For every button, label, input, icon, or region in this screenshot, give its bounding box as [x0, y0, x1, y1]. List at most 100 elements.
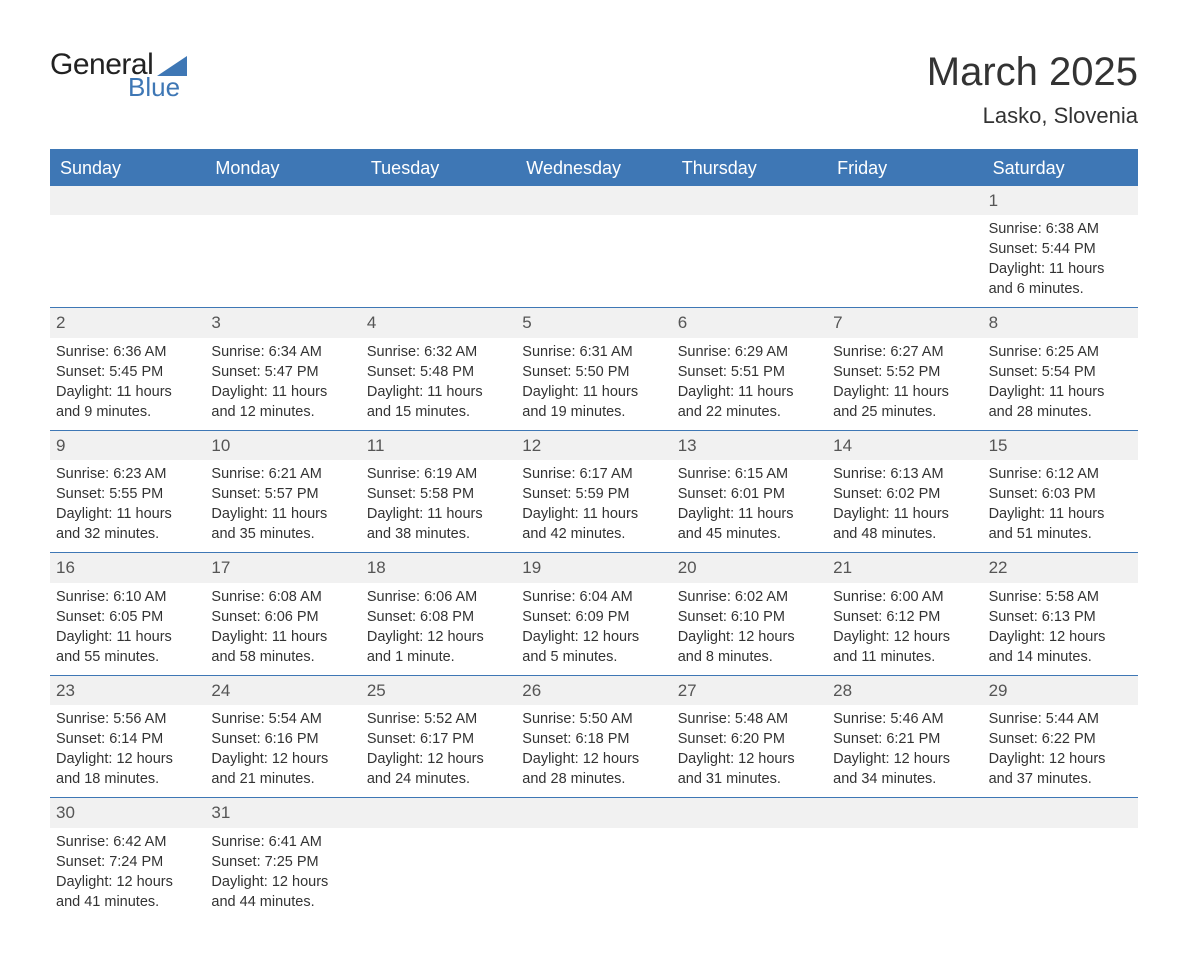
sunset-line: Sunset: 5:45 PM	[56, 362, 199, 382]
location: Lasko, Slovenia	[927, 103, 1138, 129]
day-cell: 24Sunrise: 5:54 AMSunset: 6:16 PMDayligh…	[205, 675, 360, 797]
day-number: 20	[672, 553, 827, 582]
sunset-line: Sunset: 5:55 PM	[56, 484, 199, 504]
sunrise-line: Sunrise: 5:46 AM	[833, 709, 976, 729]
empty-cell	[516, 186, 671, 307]
day-number: 14	[827, 431, 982, 460]
daylight-line: Daylight: 11 hours and 25 minutes.	[833, 382, 976, 422]
sunset-line: Sunset: 6:10 PM	[678, 607, 821, 627]
sunset-line: Sunset: 7:24 PM	[56, 852, 199, 872]
day-cell: 30Sunrise: 6:42 AMSunset: 7:24 PMDayligh…	[50, 797, 205, 919]
day-number: 16	[50, 553, 205, 582]
daylight-line: Daylight: 11 hours and 35 minutes.	[211, 504, 354, 544]
sunset-line: Sunset: 6:20 PM	[678, 729, 821, 749]
day-cell: 23Sunrise: 5:56 AMSunset: 6:14 PMDayligh…	[50, 675, 205, 797]
day-header: Sunday	[50, 151, 205, 186]
sunset-line: Sunset: 5:57 PM	[211, 484, 354, 504]
title-block: March 2025 Lasko, Slovenia	[927, 50, 1138, 129]
day-number: 31	[205, 798, 360, 827]
daylight-line: Daylight: 11 hours and 12 minutes.	[211, 382, 354, 422]
day-cell: 31Sunrise: 6:41 AMSunset: 7:25 PMDayligh…	[205, 797, 360, 919]
sunset-line: Sunset: 5:59 PM	[522, 484, 665, 504]
sunrise-line: Sunrise: 5:58 AM	[989, 587, 1132, 607]
sunset-line: Sunset: 6:02 PM	[833, 484, 976, 504]
daylight-line: Daylight: 11 hours and 22 minutes.	[678, 382, 821, 422]
sunrise-line: Sunrise: 6:36 AM	[56, 342, 199, 362]
day-cell: 29Sunrise: 5:44 AMSunset: 6:22 PMDayligh…	[983, 675, 1138, 797]
sunrise-line: Sunrise: 6:17 AM	[522, 464, 665, 484]
daylight-line: Daylight: 12 hours and 14 minutes.	[989, 627, 1132, 667]
day-cell: 9Sunrise: 6:23 AMSunset: 5:55 PMDaylight…	[50, 430, 205, 552]
empty-cell	[672, 797, 827, 919]
daylight-line: Daylight: 12 hours and 28 minutes.	[522, 749, 665, 789]
empty-cell	[983, 797, 1138, 919]
day-number: 30	[50, 798, 205, 827]
daynum-empty	[361, 186, 516, 215]
day-number: 23	[50, 676, 205, 705]
sunrise-line: Sunrise: 6:41 AM	[211, 832, 354, 852]
sunset-line: Sunset: 5:50 PM	[522, 362, 665, 382]
day-header: Saturday	[983, 151, 1138, 186]
sunset-line: Sunset: 6:16 PM	[211, 729, 354, 749]
empty-cell	[50, 186, 205, 307]
day-cell: 11Sunrise: 6:19 AMSunset: 5:58 PMDayligh…	[361, 430, 516, 552]
day-cell: 27Sunrise: 5:48 AMSunset: 6:20 PMDayligh…	[672, 675, 827, 797]
sunset-line: Sunset: 6:06 PM	[211, 607, 354, 627]
day-number: 19	[516, 553, 671, 582]
day-header: Tuesday	[361, 151, 516, 186]
day-header: Wednesday	[516, 151, 671, 186]
day-cell: 8Sunrise: 6:25 AMSunset: 5:54 PMDaylight…	[983, 307, 1138, 429]
day-number: 9	[50, 431, 205, 460]
day-number: 24	[205, 676, 360, 705]
sunrise-line: Sunrise: 6:25 AM	[989, 342, 1132, 362]
sunrise-line: Sunrise: 6:13 AM	[833, 464, 976, 484]
sunrise-line: Sunrise: 6:04 AM	[522, 587, 665, 607]
sunrise-line: Sunrise: 6:31 AM	[522, 342, 665, 362]
day-cell: 5 Sunrise: 6:31 AMSunset: 5:50 PMDaylight…	[516, 307, 671, 429]
day-cell: 15Sunrise: 6:12 AMSunset: 6:03 PMDayligh…	[983, 430, 1138, 552]
daylight-line: Daylight: 12 hours and 11 minutes.	[833, 627, 976, 667]
sunset-line: Sunset: 6:21 PM	[833, 729, 976, 749]
daylight-line: Daylight: 11 hours and 28 minutes.	[989, 382, 1132, 422]
sunrise-line: Sunrise: 6:15 AM	[678, 464, 821, 484]
empty-cell	[361, 797, 516, 919]
day-cell: 22Sunrise: 5:58 AMSunset: 6:13 PMDayligh…	[983, 552, 1138, 674]
calendar-grid: SundayMondayTuesdayWednesdayThursdayFrid…	[50, 149, 1138, 920]
daylight-line: Daylight: 11 hours and 19 minutes.	[522, 382, 665, 422]
day-cell: 19Sunrise: 6:04 AMSunset: 6:09 PMDayligh…	[516, 552, 671, 674]
daylight-line: Daylight: 11 hours and 32 minutes.	[56, 504, 199, 544]
sunset-line: Sunset: 6:22 PM	[989, 729, 1132, 749]
day-header: Monday	[205, 151, 360, 186]
sunrise-line: Sunrise: 5:44 AM	[989, 709, 1132, 729]
day-number: 4	[361, 308, 516, 337]
daylight-line: Daylight: 11 hours and 6 minutes.	[989, 259, 1132, 299]
header: General Blue March 2025 Lasko, Slovenia	[50, 50, 1138, 129]
day-cell: 20Sunrise: 6:02 AMSunset: 6:10 PMDayligh…	[672, 552, 827, 674]
sunset-line: Sunset: 6:08 PM	[367, 607, 510, 627]
sunrise-line: Sunrise: 6:27 AM	[833, 342, 976, 362]
day-number: 5	[516, 308, 671, 337]
sunrise-line: Sunrise: 5:48 AM	[678, 709, 821, 729]
sunset-line: Sunset: 6:05 PM	[56, 607, 199, 627]
day-number: 25	[361, 676, 516, 705]
day-cell: 12Sunrise: 6:17 AMSunset: 5:59 PMDayligh…	[516, 430, 671, 552]
daylight-line: Daylight: 12 hours and 8 minutes.	[678, 627, 821, 667]
daynum-empty	[672, 186, 827, 215]
empty-cell	[827, 186, 982, 307]
daynum-empty	[983, 798, 1138, 827]
sunset-line: Sunset: 5:58 PM	[367, 484, 510, 504]
day-number: 15	[983, 431, 1138, 460]
logo-text-blue: Blue	[128, 74, 187, 100]
sunset-line: Sunset: 5:48 PM	[367, 362, 510, 382]
sunset-line: Sunset: 6:17 PM	[367, 729, 510, 749]
day-cell: 26Sunrise: 5:50 AMSunset: 6:18 PMDayligh…	[516, 675, 671, 797]
sunset-line: Sunset: 5:51 PM	[678, 362, 821, 382]
day-number: 18	[361, 553, 516, 582]
day-number: 1	[983, 186, 1138, 215]
daylight-line: Daylight: 12 hours and 18 minutes.	[56, 749, 199, 789]
daynum-empty	[516, 798, 671, 827]
day-number: 21	[827, 553, 982, 582]
day-number: 10	[205, 431, 360, 460]
empty-cell	[361, 186, 516, 307]
sunset-line: Sunset: 5:52 PM	[833, 362, 976, 382]
